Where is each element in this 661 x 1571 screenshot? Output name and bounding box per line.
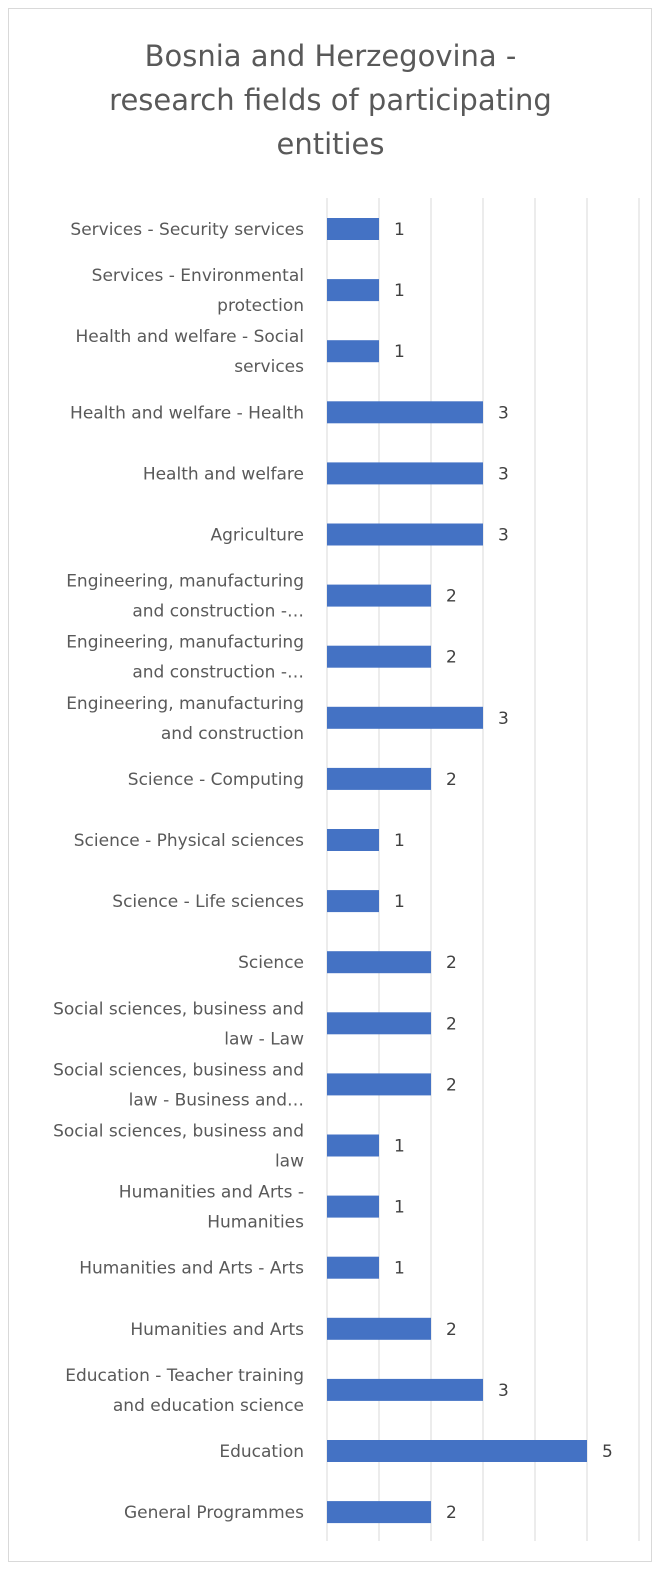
bar-18 xyxy=(327,1317,431,1340)
bar-8 xyxy=(327,706,483,729)
category-label-12: Science xyxy=(238,953,304,973)
data-label-2: 1 xyxy=(394,342,405,362)
category-label-18: Humanities and Arts xyxy=(130,1320,304,1340)
category-label-1: Services - Environmental protection xyxy=(92,266,304,316)
data-label-3: 3 xyxy=(498,403,509,423)
chart-title: Bosnia and Herzegovina - research fields… xyxy=(0,34,661,166)
data-label-4: 3 xyxy=(498,464,509,484)
bar-6 xyxy=(327,584,431,607)
category-label-15: Social sciences, business and law xyxy=(53,1122,304,1172)
data-label-17: 1 xyxy=(394,1259,405,1279)
category-label-2: Health and welfare - Social services xyxy=(75,327,304,377)
data-label-21: 2 xyxy=(446,1503,457,1523)
bar-21 xyxy=(327,1501,431,1524)
category-labels: Services - Security services Services - E… xyxy=(53,220,304,1523)
data-label-10: 1 xyxy=(394,831,405,851)
data-label-12: 2 xyxy=(446,953,457,973)
category-label-17: Humanities and Arts - Arts xyxy=(79,1259,304,1279)
bar-10 xyxy=(327,829,379,851)
bar-11 xyxy=(327,890,379,913)
bar-13 xyxy=(327,1012,431,1035)
category-label-13: Social sciences, business and law - Law xyxy=(53,999,304,1049)
data-label-1: 1 xyxy=(394,281,405,301)
bar-9 xyxy=(327,767,431,790)
data-label-5: 3 xyxy=(498,526,509,546)
bars xyxy=(327,218,587,1524)
data-labels: 1 1 1 3 3 3 2 2 3 2 1 1 2 2 2 1 1 1 2 3 5 2 xyxy=(394,220,613,1523)
data-label-16: 1 xyxy=(394,1198,405,1218)
bar-5 xyxy=(327,523,483,546)
chart-title-line-3: entities xyxy=(276,127,385,161)
bar-19 xyxy=(327,1378,483,1401)
category-label-16: Humanities and Arts -Humanities xyxy=(119,1183,304,1233)
category-label-7: Engineering, manufacturing and constructi… xyxy=(66,633,304,683)
bar-3 xyxy=(327,401,483,424)
data-label-14: 2 xyxy=(446,1075,457,1095)
data-label-13: 2 xyxy=(446,1014,457,1034)
bar-16 xyxy=(327,1195,379,1218)
category-label-14: Social sciences, business and law - Busin… xyxy=(53,1060,304,1110)
category-label-4: Health and welfare xyxy=(143,464,304,484)
category-label-11: Science - Life sciences xyxy=(112,892,304,912)
data-label-9: 2 xyxy=(446,770,457,790)
data-label-15: 1 xyxy=(394,1137,405,1157)
category-label-6: Engineering, manufacturing and constructi… xyxy=(66,572,304,622)
data-label-20: 5 xyxy=(602,1442,613,1462)
data-label-18: 2 xyxy=(446,1320,457,1340)
bar-0 xyxy=(327,218,379,240)
category-label-0: Services - Security services xyxy=(70,220,304,240)
data-label-11: 1 xyxy=(394,892,405,912)
bar-2 xyxy=(327,340,379,363)
bar-12 xyxy=(327,951,431,974)
bar-4 xyxy=(327,462,483,485)
bar-15 xyxy=(327,1134,379,1157)
bar-7 xyxy=(327,645,431,668)
data-label-8: 3 xyxy=(498,709,509,729)
category-label-19: Education - Teacher training and educatio… xyxy=(65,1366,304,1416)
bar-14 xyxy=(327,1073,431,1096)
category-label-5: Agriculture xyxy=(211,526,305,546)
chart-title-line-1: Bosnia and Herzegovina - xyxy=(144,39,517,73)
data-label-0: 1 xyxy=(394,220,405,240)
chart-title-line-2: research fields of participating xyxy=(109,83,552,117)
category-label-21: General Programmes xyxy=(124,1503,304,1523)
category-label-10: Science - Physical sciences xyxy=(74,831,304,851)
bar-1 xyxy=(327,279,379,302)
data-label-19: 3 xyxy=(498,1381,509,1401)
data-label-6: 2 xyxy=(446,587,457,607)
bar-20 xyxy=(327,1440,587,1462)
category-label-8: Engineering, manufacturing and constructi… xyxy=(66,694,304,744)
category-label-9: Science - Computing xyxy=(128,770,304,790)
data-label-7: 2 xyxy=(446,648,457,668)
bar-17 xyxy=(327,1256,379,1279)
category-label-3: Health and welfare - Health xyxy=(70,403,304,423)
category-label-20: Education xyxy=(219,1442,304,1462)
